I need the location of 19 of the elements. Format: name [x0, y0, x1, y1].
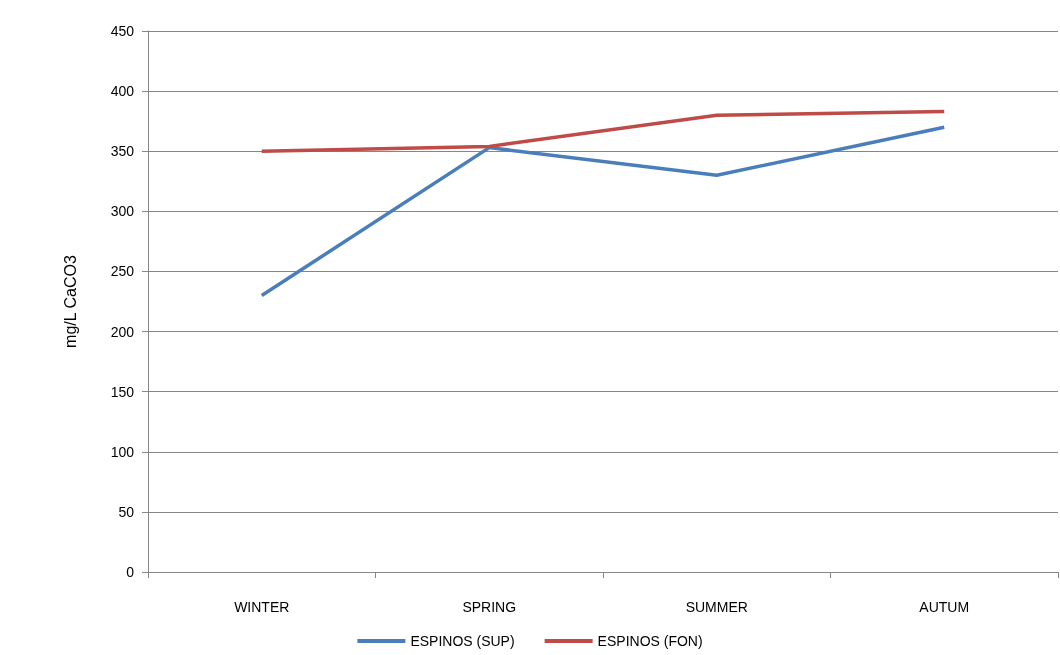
y-tick-label: 50	[118, 503, 135, 520]
legend-label: ESPINOS (SUP)	[410, 633, 515, 649]
x-tick-label: SUMMER	[685, 599, 748, 615]
y-tick-label: 350	[110, 143, 135, 160]
x-tick-label: SPRING	[462, 599, 517, 615]
line-series	[260, 125, 946, 298]
y-tick-label: 150	[110, 383, 135, 400]
line-series	[260, 109, 946, 153]
x-tick-label: AUTUM	[919, 599, 970, 615]
y-tick-label: 250	[110, 263, 135, 280]
y-tick-label: 100	[110, 443, 135, 460]
y-tick-label: 0	[126, 564, 135, 580]
y-tick-label: 400	[110, 83, 135, 100]
y-tick-label: 300	[110, 203, 135, 220]
legend-label: ESPINOS (FON)	[597, 633, 703, 649]
x-tick-label: WINTER	[234, 599, 290, 615]
y-tick-label: 200	[110, 323, 135, 340]
y-tick-label: 450	[110, 23, 135, 39]
y-axis-title: mg/L CaCO3	[61, 255, 79, 348]
